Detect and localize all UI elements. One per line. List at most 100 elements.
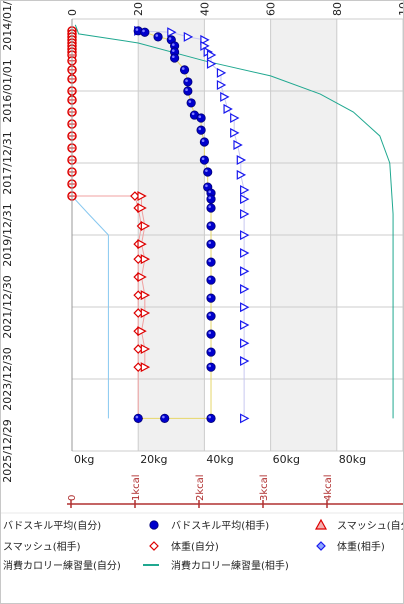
point-smash-opp — [167, 27, 177, 38]
point-badskill-opp-highlight — [185, 88, 188, 91]
point-badskill-opp — [199, 155, 209, 165]
point-smash-opp — [240, 284, 250, 295]
x-weight-tick-label: 80kg — [339, 453, 366, 466]
series-line-calorie-self — [71, 195, 109, 419]
point-badskill-opp-highlight — [208, 364, 212, 368]
kcal-tick-label: 3kcal — [259, 474, 270, 501]
x-weight-tick-label: 20kg — [140, 453, 167, 466]
point-badskill-opp-highlight — [208, 415, 212, 419]
x-top-tick-label: 20 — [132, 2, 145, 16]
kcal-tick-label: 1kcal — [131, 474, 142, 501]
point-badskill-opp — [160, 413, 170, 423]
point-badskill-opp-highlight — [172, 49, 175, 52]
point-smash-opp — [236, 155, 247, 166]
legend-label: スマッシュ(自分) — [337, 519, 403, 532]
point-badskill-opp — [199, 137, 209, 147]
legend-marker — [149, 541, 159, 551]
point-smash-opp — [220, 91, 230, 102]
x-top-tick-label: 80 — [331, 2, 344, 16]
legend-label: 体重(自分) — [171, 540, 219, 553]
point-smash-self — [140, 362, 151, 373]
x-top-tick-label: 10 — [397, 2, 403, 16]
point-smash-self — [137, 202, 147, 213]
point-smash-opp — [230, 113, 240, 124]
point-badskill-opp-highlight — [181, 67, 185, 70]
point-badskill-opp — [140, 27, 150, 37]
point-badskill-opp — [206, 311, 216, 321]
point-smash-self — [137, 239, 147, 250]
point-badskill-opp — [186, 98, 196, 108]
point-badskill-opp-highlight — [191, 112, 195, 116]
point-badskill-opp — [206, 329, 216, 339]
point-badskill-opp-highlight — [208, 295, 212, 299]
point-smash-opp — [200, 34, 210, 45]
point-badskill-opp-highlight — [205, 184, 208, 188]
point-badskill-opp — [170, 53, 180, 63]
x-top-tick-label: 60 — [265, 2, 278, 16]
point-badskill-opp-highlight — [201, 139, 205, 142]
point-smash-self — [140, 221, 151, 232]
point-smash-opp — [233, 139, 243, 150]
legend-label: 消費カロリー練習量(相手) — [171, 559, 289, 572]
point-badskill-opp-highlight — [162, 415, 165, 419]
legend-marker — [314, 518, 328, 530]
point-smash-opp — [206, 50, 217, 60]
point-badskill-opp-highlight — [205, 169, 208, 172]
y-tick-label: 2021/12/30 — [1, 275, 14, 338]
point-badskill-opp — [183, 86, 193, 96]
point-badskill-opp-highlight — [142, 29, 145, 33]
point-badskill-opp — [206, 275, 216, 285]
point-badskill-opp-highlight — [172, 43, 175, 46]
legend-marker — [316, 541, 326, 551]
point-badskill-opp-highlight — [172, 55, 175, 59]
point-badskill-opp-highlight — [208, 259, 212, 263]
point-badskill-opp-highlight — [208, 241, 212, 245]
point-smash-opp — [240, 185, 250, 196]
point-badskill-opp — [183, 77, 193, 87]
legend-label: バドスキル平均(相手) — [171, 519, 269, 532]
point-smash-self — [137, 191, 147, 202]
point-badskill-opp-highlight — [198, 115, 202, 119]
x-weight-tick-label: 40kg — [206, 453, 233, 466]
y-tick-label: 2014/01/01 — [1, 1, 14, 51]
point-badskill-opp — [206, 203, 216, 213]
legend-label: スマッシュ(相手) — [3, 540, 81, 553]
point-badskill-opp-highlight — [208, 277, 212, 281]
point-badskill-opp — [179, 65, 190, 75]
legend-label: 消費カロリー練習量(自分) — [3, 559, 121, 572]
point-smash-opp — [240, 208, 250, 219]
x-weight-tick-label: 60kg — [273, 453, 300, 466]
point-smash-self — [137, 326, 147, 337]
y-tick-label: 2025/12/29 — [1, 419, 14, 482]
point-badskill-opp-highlight — [135, 415, 139, 419]
point-badskill-opp-highlight — [168, 37, 172, 40]
legend-label: 体重(相手) — [337, 540, 385, 553]
point-smash-opp — [240, 413, 250, 424]
point-smash-self — [140, 254, 151, 265]
point-smash-opp — [183, 31, 194, 42]
x-top-tick-label: 40 — [198, 2, 211, 16]
point-smash-opp — [240, 194, 250, 205]
point-badskill-opp-highlight — [208, 349, 212, 353]
point-smash-opp — [240, 356, 250, 367]
y-tick-label: 2016/01/01 — [1, 59, 14, 122]
y-tick-label: 2017/12/31 — [1, 131, 14, 194]
point-badskill-opp-highlight — [208, 196, 212, 200]
kcal-tick-label: 4kcal — [323, 474, 334, 501]
point-badskill-opp — [206, 221, 216, 231]
point-smash-opp — [206, 58, 217, 69]
legend-marker — [149, 520, 159, 530]
point-smash-opp — [240, 338, 250, 349]
point-badskill-opp-highlight — [155, 34, 159, 37]
point-badskill-opp-highlight — [198, 127, 202, 131]
point-badskill-opp — [206, 194, 216, 204]
point-smash-opp — [236, 169, 247, 180]
point-badskill-opp — [206, 293, 216, 303]
point-badskill-opp-highlight — [208, 190, 212, 194]
point-badskill-opp — [203, 167, 213, 177]
point-badskill-opp — [133, 413, 143, 423]
kcal-tick-label: 2kcal — [195, 474, 206, 501]
y-tick-label: 2023/12/30 — [1, 347, 14, 410]
y-tick-label: 2019/12/31 — [1, 203, 14, 266]
